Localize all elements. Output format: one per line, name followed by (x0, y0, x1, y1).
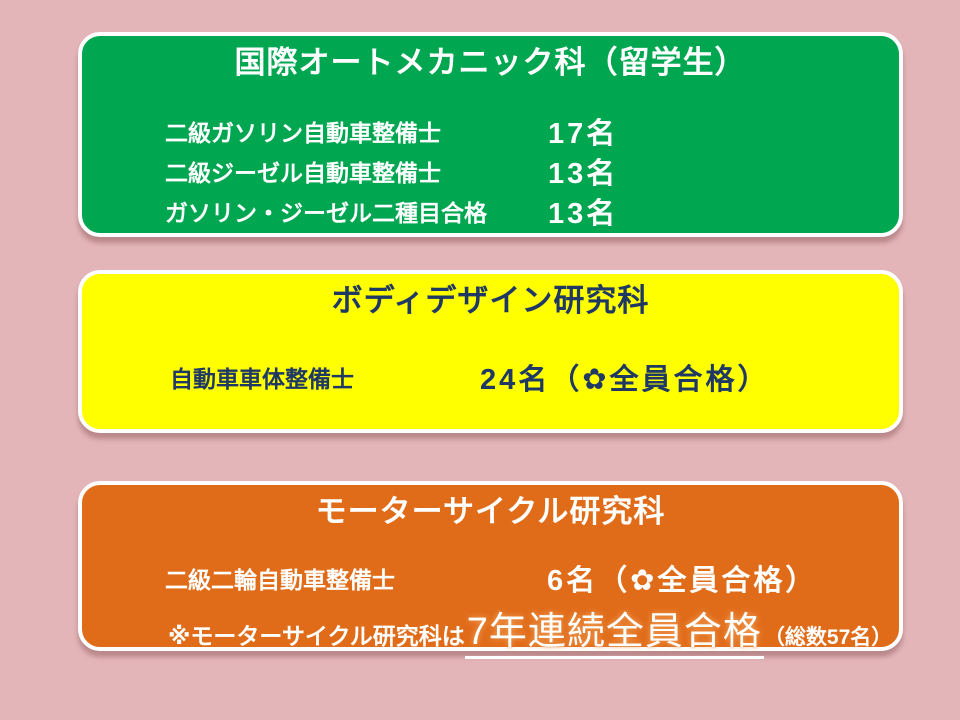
results-list: 自動車車体整備士 24名（✿全員合格） (82, 357, 899, 397)
panel-international-auto-mechanic: 国際オートメカニック科（留学生） 二級ガソリン自動車整備士 17名 二級ジーゼル… (78, 32, 903, 237)
qualification-label: 二級ガソリン自動車整備士 (165, 120, 441, 146)
note-prefix: ※モーターサイクル研究科は (168, 623, 465, 649)
result-row-body-mechanic: 自動車車体整備士 24名（✿全員合格） (82, 357, 899, 397)
qualification-label: 二級二輪自動車整備士 (165, 567, 395, 593)
panel-title-body-design: ボディデザイン研究科 (331, 283, 650, 318)
pass-count: 24名（✿全員合格） (480, 364, 770, 396)
result-row-two-categories: ガソリン・ジーゼル二種目合格 13名 (82, 191, 899, 231)
qualification-label: ガソリン・ジーゼル二種目合格 (165, 200, 487, 226)
pass-count: 17名 (548, 118, 619, 150)
pass-count: 13名 (548, 198, 619, 230)
pass-count: 6名（✿全員合格） (547, 565, 818, 597)
panel-motorcycle: モーターサイクル研究科 二級二輪自動車整備士 6名（✿全員合格） ※モーターサイ… (78, 481, 903, 659)
result-row-motorcycle-mechanic: 二級二輪自動車整備士 6名（✿全員合格） (82, 558, 899, 598)
panel-title-motorcycle: モーターサイクル研究科 (315, 494, 666, 529)
note-highlight-underlined: 7年連続全員合格 (464, 600, 764, 659)
result-row-diesel: 二級ジーゼル自動車整備士 13名 (82, 151, 899, 191)
qualification-label: 二級ジーゼル自動車整備士 (165, 160, 441, 186)
results-list: 二級二輪自動車整備士 6名（✿全員合格） (82, 558, 899, 598)
note-seven-year-streak: ※モーターサイクル研究科は 7年連続全員合格 （総数57名） (82, 600, 899, 659)
note-suffix: （総数57名） (763, 626, 893, 649)
panel-title-international-auto-mechanic: 国際オートメカニック科（留学生） (234, 45, 747, 80)
qualification-label: 自動車車体整備士 (170, 366, 354, 392)
results-list: 二級ガソリン自動車整備士 17名 二級ジーゼル自動車整備士 13名 ガソリン・ジ… (82, 111, 899, 231)
pass-count: 13名 (548, 158, 619, 190)
result-row-gasoline: 二級ガソリン自動車整備士 17名 (82, 111, 899, 151)
panel-body-design: ボディデザイン研究科 自動車車体整備士 24名（✿全員合格） (78, 270, 903, 433)
